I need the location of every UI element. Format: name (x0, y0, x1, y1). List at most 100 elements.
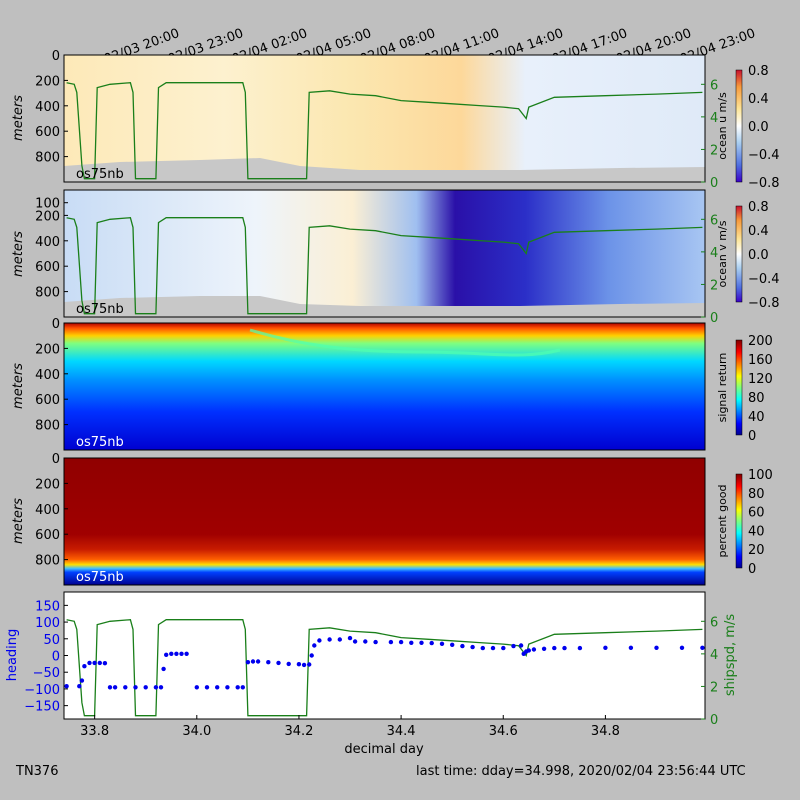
heading-point (204, 685, 210, 690)
heading-point (240, 685, 245, 690)
shipspd-tick-label: 6 (710, 615, 718, 630)
heading-point (82, 664, 87, 669)
panel-percent-good: 0 200 400 600 800 os75nb meters (11, 452, 706, 586)
ylabel-heading: heading (5, 629, 20, 682)
shipspd-axis: 6 4 2 0 (701, 615, 718, 728)
shipspd-tick-label: 2 (710, 680, 718, 695)
heading-point (480, 645, 485, 651)
colorbar-tick-label: 80 (748, 487, 765, 502)
colorbar (735, 205, 743, 303)
colorbar-tick-label: 60 (748, 506, 765, 521)
depth-tick-label: 200 (35, 342, 60, 357)
heading-point (317, 638, 322, 643)
cruise-id: TN376 (16, 764, 59, 779)
heading-point (501, 645, 506, 651)
ylabel-v: meters (11, 231, 26, 277)
heading-point (312, 643, 317, 648)
heading-point (700, 645, 705, 650)
colorbar-tick-label: 0.4 (748, 92, 769, 107)
heading-point (255, 659, 261, 664)
heading-point (409, 640, 414, 645)
panel-signal-return: 0 200 400 600 800 os75nb meters (11, 317, 706, 451)
nav-background (64, 592, 705, 719)
shipspd-tick-label: 2 (710, 278, 718, 293)
heading-point (419, 640, 424, 645)
heading-point (92, 660, 97, 666)
heading-point (194, 685, 199, 690)
heading-point (250, 659, 256, 664)
heatmap-v (64, 190, 705, 317)
shipspd-tick-label: 0 (710, 713, 718, 728)
shipspd-overlay-u (66, 82, 703, 180)
colorbar-label: ocean v m/s (716, 220, 729, 287)
heading-point (102, 661, 108, 666)
heading-point (511, 643, 516, 649)
heading-point (352, 639, 358, 644)
heading-point (184, 651, 189, 656)
colorbar-tick-label: 40 (748, 524, 765, 539)
shipspd-line-u (66, 82, 703, 180)
colorbar-tick-label: 160 (748, 353, 773, 368)
colorbar-tick-label: −0.4 (748, 148, 780, 163)
heading-point (628, 645, 634, 650)
colorbar-tick-label: 120 (748, 372, 773, 387)
depth-tick-label: 800 (35, 286, 60, 301)
shipspd-tick-label: 4 (710, 246, 718, 261)
panel-frame-amp (63, 322, 706, 451)
heatmap-pg (64, 458, 705, 585)
depth-tick-label: 400 (35, 503, 60, 518)
left-axis-amp: 0 200 400 600 800 (35, 317, 68, 434)
colorbar-tick-label: 0.0 (748, 248, 769, 263)
depth-tick-label: 600 (35, 393, 60, 408)
ylabel-shipspd: shipspd, m/s (723, 614, 738, 696)
heading-point (562, 645, 567, 651)
heading-point (526, 648, 531, 653)
heading-point (552, 645, 557, 651)
heading-point (107, 685, 113, 690)
day-tick-label: 34.0 (182, 724, 211, 739)
tag-pg: os75nb (76, 570, 124, 585)
depth-tick-label: 200 (35, 74, 60, 89)
colorbar-tick-label: 0.0 (748, 120, 769, 135)
colorbar-tick-label: 80 (748, 391, 765, 406)
heading-point (460, 643, 465, 649)
heading-tick-label: 0 (52, 650, 60, 665)
heading-point (337, 637, 342, 642)
day-tick-label: 34.6 (489, 724, 518, 739)
heading-point (603, 645, 608, 650)
heading-point (388, 639, 394, 645)
panel-frame-pg (63, 457, 706, 586)
day-tick-label: 34.8 (591, 724, 620, 739)
shipspd-tick-label: 6 (710, 213, 718, 228)
colorbar-tick-label: 0.4 (748, 224, 769, 239)
heading-point (654, 645, 659, 650)
depth-tick-label: 400 (35, 235, 60, 250)
depth-tick-label: 0 (52, 317, 60, 332)
heading-point (169, 651, 174, 656)
heading-point (296, 662, 302, 667)
depth-tick-label: 800 (35, 554, 60, 569)
colorbar-label: percent good (716, 484, 729, 557)
heading-point (373, 639, 378, 645)
left-axis-u: 0 200 400 600 800 (35, 49, 68, 166)
heading-point (518, 643, 524, 648)
colorbar-tick-label: 0 (748, 562, 756, 577)
heading-point (245, 660, 251, 665)
heading-point (347, 635, 353, 641)
heading-point (161, 666, 166, 672)
colorbar-label: signal return (716, 353, 729, 423)
heading-point (541, 646, 547, 651)
colorbar-tick-label: 0.8 (748, 200, 769, 215)
panel-frame-v (63, 189, 706, 318)
heading-points (64, 635, 705, 690)
colorbar-tick-label: 20 (748, 543, 765, 558)
right-axis-v: 0 2 4 6 (701, 213, 718, 326)
day-tick-label: 33.8 (80, 724, 109, 739)
shipspd-tick-label: 2 (710, 143, 718, 158)
heading-tick-label: 150 (35, 599, 60, 614)
heading-point (266, 660, 271, 665)
heading-point (64, 684, 69, 689)
amp-scattering-layer (249, 328, 561, 357)
heading-axis: 150 100 50 0−50 −100 −150 (24, 599, 68, 715)
